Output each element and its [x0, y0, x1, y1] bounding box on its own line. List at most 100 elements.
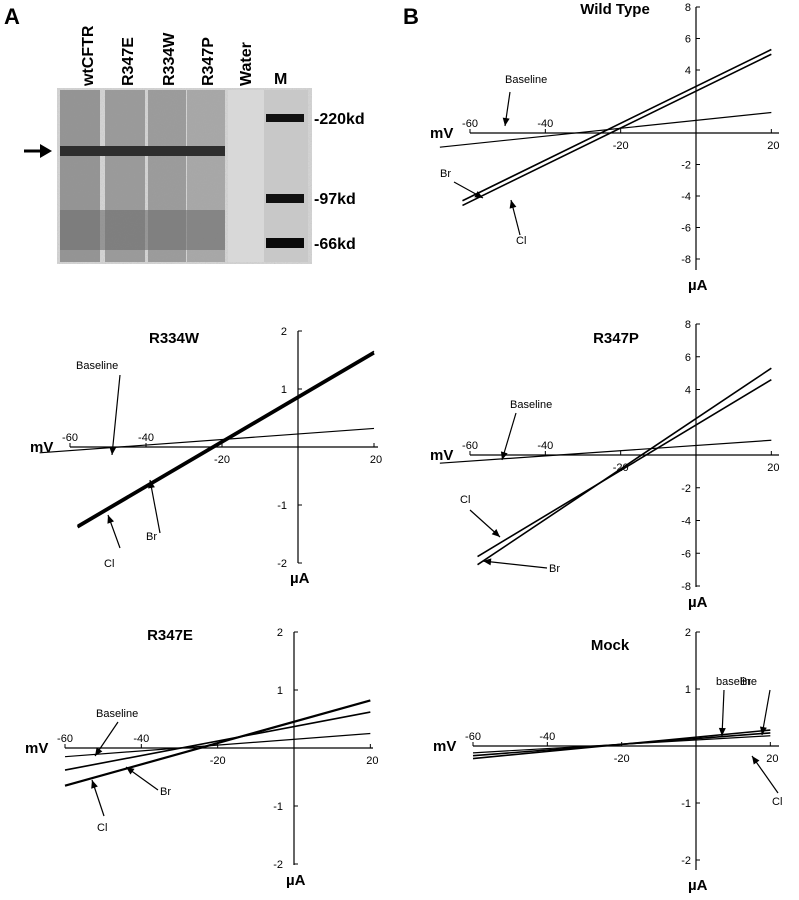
x-tick-label: -20: [214, 454, 230, 466]
x-tick-label: -40: [539, 731, 555, 743]
lane-label-r334w: R334W: [161, 32, 178, 86]
y-tick-label: -6: [681, 548, 691, 560]
annotation-label: Cl: [104, 558, 114, 570]
x-axis-name: mV: [433, 738, 456, 755]
annotation-label: Cl: [516, 235, 526, 247]
y-tick-label: -2: [277, 558, 287, 570]
x-tick-label: -60: [57, 733, 73, 745]
annotation-arrowhead-icon: [502, 117, 510, 126]
annotation-label: baseline: [716, 676, 757, 688]
series-line-br: [477, 367, 772, 566]
annotation-label: Br: [440, 168, 451, 180]
y-tick-label: 4: [685, 385, 691, 397]
y-tick-label: -1: [277, 500, 287, 512]
annotation-arrowhead-icon: [718, 727, 726, 736]
x-tick-label: 20: [767, 140, 779, 152]
y-tick-label: -4: [681, 191, 691, 203]
gel-lane-water: [228, 90, 264, 262]
annotation-arrowhead-icon: [109, 446, 117, 455]
band-arrow-icon: [24, 144, 52, 158]
annotation-arrowhead-icon: [95, 747, 103, 756]
x-tick-label: 20: [366, 755, 378, 767]
lane-label-r347p: R347P: [200, 37, 217, 86]
annotation-arrowhead-icon: [126, 767, 135, 775]
y-tick-label: 8: [685, 2, 691, 14]
lane-label-water: Water: [238, 42, 255, 86]
annotation-label: Baseline: [505, 74, 547, 86]
marker-band-220kd: [266, 114, 304, 122]
lower-smear: [60, 210, 225, 250]
y-tick-label: -8: [681, 254, 691, 266]
y-tick-label: -4: [681, 516, 691, 528]
plot-title: R347E: [147, 627, 193, 644]
y-tick-label: 4: [685, 65, 691, 77]
series-line-br: [64, 711, 371, 771]
annotation-arrowhead-icon: [483, 558, 492, 566]
lane-label-r347e: R347E: [120, 37, 137, 86]
x-tick-label: -60: [462, 440, 478, 452]
y-axis-name: µA: [688, 277, 708, 294]
y-axis-name: µA: [290, 570, 310, 587]
y-tick-label: 2: [277, 627, 283, 639]
iv-plot-1: R334W -60 -40 -20 20 2 1 -1 -2 mV µA Baseline Br Cl: [30, 326, 382, 587]
annotation-arrowhead-icon: [759, 726, 767, 735]
x-axis-name: mV: [25, 740, 48, 757]
lane-label-marker: M: [274, 71, 287, 88]
annotation-arrow-line: [149, 479, 161, 534]
y-tick-label: 1: [685, 684, 691, 696]
series-line-br: [77, 350, 375, 526]
x-tick-label: -20: [613, 140, 629, 152]
x-axis-name: mV: [30, 439, 53, 456]
annotation-arrowhead-icon: [148, 480, 155, 489]
iv-plot-0: Wild Type -60 -40 -20 20 8 6 4 -2 -4 -6 -8 mV µA Basel…: [430, 1, 779, 294]
y-axis-name: µA: [286, 872, 306, 889]
annotation-label: Br: [740, 676, 751, 688]
y-tick-label: 2: [281, 326, 287, 338]
x-tick-label: -40: [537, 118, 553, 130]
x-tick-label: -60: [465, 731, 481, 743]
series-line-cl: [64, 699, 371, 787]
x-tick-label: 20: [766, 753, 778, 765]
annotation-label: Cl: [97, 822, 107, 834]
iv-plots: Wild Type -60 -40 -20 20 8 6 4 -2 -4 -6 -8 mV µA Basel…: [25, 1, 782, 894]
x-tick-label: -40: [133, 733, 149, 745]
plot-title: Mock: [591, 637, 630, 654]
y-tick-label: 8: [685, 319, 691, 331]
panel-a-letter: A: [4, 4, 20, 29]
y-tick-label: -2: [273, 859, 283, 871]
annotation-label: Br: [549, 563, 560, 575]
plot-title: R347P: [593, 330, 639, 347]
y-tick-label: 6: [685, 352, 691, 364]
series-line-cl: [462, 53, 772, 207]
y-tick-label: 1: [281, 384, 287, 396]
x-tick-label: -60: [62, 432, 78, 444]
annotation-label: Cl: [460, 494, 470, 506]
annotation-arrow-line: [501, 412, 517, 461]
y-tick-label: -8: [681, 581, 691, 593]
series-line-br: [462, 48, 772, 202]
y-tick-label: 6: [685, 34, 691, 46]
y-tick-label: -1: [273, 801, 283, 813]
series-line-baseline: [64, 732, 371, 758]
y-tick-label: -2: [681, 160, 691, 172]
x-tick-label: 20: [767, 462, 779, 474]
marker-band-66kd: [266, 238, 304, 248]
x-tick-label: 20: [370, 454, 382, 466]
marker-label-97kd: -97kd: [314, 191, 356, 208]
y-axis-name: µA: [688, 877, 708, 894]
plot-title: Wild Type: [580, 1, 650, 18]
annotation-label: Baseline: [510, 399, 552, 411]
y-tick-label: 2: [685, 627, 691, 639]
x-tick-label: -40: [138, 432, 154, 444]
x-tick-label: -40: [537, 440, 553, 452]
cftr-band: [60, 146, 225, 156]
iv-plot-2: R347P-60 -40-20 20864-2-4-6-8mVµABaselineC…: [430, 319, 779, 611]
marker-band-97kd: [266, 194, 304, 203]
y-tick-label: 1: [277, 685, 283, 697]
annotation-label: Br: [160, 786, 171, 798]
marker-label-220kd: -220kd: [314, 111, 365, 128]
annotation-arrowhead-icon: [91, 780, 98, 789]
y-tick-label: -6: [681, 223, 691, 235]
annotation-label: Br: [146, 531, 157, 543]
x-tick-label: -20: [614, 753, 630, 765]
